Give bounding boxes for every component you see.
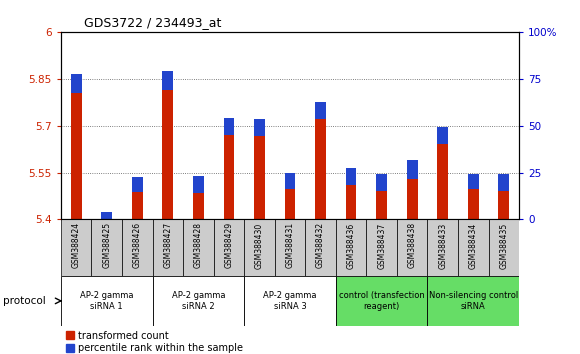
Text: GSM388428: GSM388428 — [194, 222, 203, 268]
FancyBboxPatch shape — [183, 219, 213, 276]
Bar — [437, 127, 448, 219]
Bar — [376, 174, 387, 219]
Bar — [254, 119, 265, 219]
Bar — [407, 160, 418, 179]
FancyBboxPatch shape — [244, 219, 275, 276]
Bar — [498, 174, 509, 219]
Bar — [468, 174, 478, 189]
Bar — [132, 177, 143, 219]
Bar — [71, 74, 82, 219]
Text: GSM388429: GSM388429 — [224, 222, 233, 268]
Text: GSM388436: GSM388436 — [347, 222, 356, 269]
FancyBboxPatch shape — [275, 219, 305, 276]
Bar — [193, 176, 204, 193]
FancyBboxPatch shape — [367, 219, 397, 276]
Text: GDS3722 / 234493_at: GDS3722 / 234493_at — [84, 16, 221, 29]
Text: GSM388427: GSM388427 — [164, 222, 172, 268]
FancyBboxPatch shape — [153, 219, 183, 276]
Bar — [468, 174, 478, 219]
Bar — [162, 71, 173, 90]
FancyBboxPatch shape — [397, 219, 427, 276]
Text: GSM388424: GSM388424 — [72, 222, 81, 268]
Text: GSM388438: GSM388438 — [408, 222, 416, 268]
Bar — [346, 168, 357, 185]
Text: GSM388437: GSM388437 — [377, 222, 386, 269]
FancyBboxPatch shape — [153, 276, 244, 326]
Bar — [102, 212, 112, 219]
Bar — [437, 127, 448, 144]
Bar — [498, 174, 509, 191]
Legend: transformed count, percentile rank within the sample: transformed count, percentile rank withi… — [66, 331, 244, 353]
Text: Non-silencing control
siRNA: Non-silencing control siRNA — [429, 291, 518, 310]
FancyBboxPatch shape — [61, 219, 92, 276]
FancyBboxPatch shape — [427, 219, 458, 276]
FancyBboxPatch shape — [122, 219, 153, 276]
Bar — [223, 118, 234, 135]
Bar — [223, 118, 234, 219]
Text: control (transfection
reagent): control (transfection reagent) — [339, 291, 425, 310]
Text: GSM388433: GSM388433 — [438, 222, 447, 269]
FancyBboxPatch shape — [488, 219, 519, 276]
FancyBboxPatch shape — [427, 276, 519, 326]
Bar — [315, 102, 326, 119]
FancyBboxPatch shape — [213, 219, 244, 276]
FancyBboxPatch shape — [305, 219, 336, 276]
Text: GSM388435: GSM388435 — [499, 222, 508, 269]
Bar — [71, 74, 82, 93]
Text: GSM388426: GSM388426 — [133, 222, 142, 268]
Text: GSM388430: GSM388430 — [255, 222, 264, 269]
Text: AP-2 gamma
siRNA 3: AP-2 gamma siRNA 3 — [263, 291, 317, 310]
Text: AP-2 gamma
siRNA 1: AP-2 gamma siRNA 1 — [80, 291, 133, 310]
Bar — [315, 102, 326, 219]
FancyBboxPatch shape — [61, 276, 153, 326]
Bar — [346, 168, 357, 219]
Text: AP-2 gamma
siRNA 2: AP-2 gamma siRNA 2 — [172, 291, 225, 310]
Bar — [193, 176, 204, 219]
Text: GSM388434: GSM388434 — [469, 222, 478, 269]
Bar — [102, 212, 112, 223]
Text: GSM388431: GSM388431 — [285, 222, 295, 268]
Text: GSM388432: GSM388432 — [316, 222, 325, 268]
Bar — [285, 172, 295, 189]
FancyBboxPatch shape — [244, 276, 336, 326]
Bar — [132, 177, 143, 192]
Bar — [407, 160, 418, 219]
Text: protocol: protocol — [3, 296, 46, 306]
Bar — [376, 174, 387, 191]
FancyBboxPatch shape — [92, 219, 122, 276]
Bar — [285, 172, 295, 219]
FancyBboxPatch shape — [336, 276, 427, 326]
Bar — [162, 71, 173, 219]
Text: GSM388425: GSM388425 — [102, 222, 111, 268]
FancyBboxPatch shape — [336, 219, 367, 276]
Bar — [254, 119, 265, 136]
FancyBboxPatch shape — [458, 219, 488, 276]
